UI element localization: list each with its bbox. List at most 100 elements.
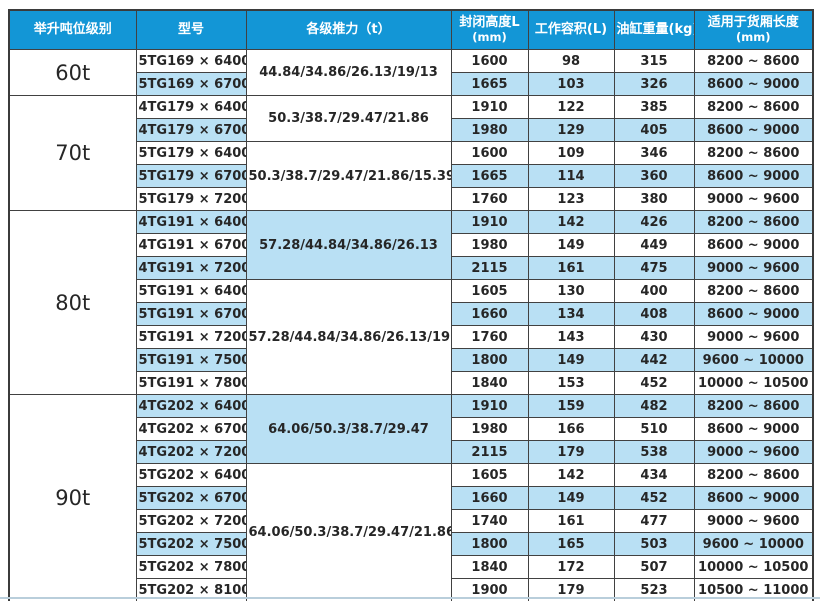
box-length-cell: 9000 ~ 9600 — [693, 187, 814, 211]
model-cell: 4TG179 × 6700 — [135, 118, 247, 142]
cylinder-weight-cell: 442 — [613, 348, 695, 372]
working-volume-cell: 149 — [527, 486, 615, 510]
header-row: 举升吨位级别 型号 各级推力（t） 封闭高度L (mm) 工作容积(L) — [8, 9, 814, 50]
box-length-cell: 8600 ~ 9000 — [693, 486, 814, 510]
table-row: 5TG202 × 7200 1740 161 477 9000 ~ 9600 — [9, 509, 814, 533]
header-unit: (mm) — [472, 29, 507, 44]
tonnage-cell: 90t — [8, 394, 137, 601]
closed-height-cell: 1665 — [450, 72, 529, 96]
box-length-cell: 9000 ~ 9600 — [693, 509, 814, 533]
working-volume-cell: 149 — [527, 348, 615, 372]
cylinder-weight-cell: 475 — [613, 256, 695, 280]
header-working-volume: 工作容积(L) — [527, 9, 615, 50]
working-volume-cell: 165 — [527, 532, 615, 556]
cylinder-weight-cell: 385 — [613, 95, 695, 119]
header-label: 工作容积(L) — [534, 21, 608, 37]
working-volume-cell: 149 — [527, 233, 615, 257]
tonnage-cell: 80t — [8, 210, 137, 395]
table-row: 5TG202 × 6400 64.06/50.3/38.7/29.47/21.86… — [9, 463, 814, 601]
spec-table-container: 举升吨位级别 型号 各级推力（t） 封闭高度L (mm) 工作容积(L) — [8, 9, 814, 601]
working-volume-cell: 166 — [527, 417, 615, 441]
table-row: 80t 4TG191 × 6400 57.28/44.84/34.86/26.13 1… — [8, 210, 814, 395]
cylinder-weight-cell: 315 — [613, 49, 695, 73]
closed-height-cell: 1600 — [450, 141, 529, 165]
cylinder-weight-cell: 452 — [613, 371, 695, 395]
working-volume-cell: 142 — [527, 210, 615, 234]
working-volume-cell: 122 — [527, 95, 615, 119]
table-row: 5TG202 × 7800 1840 172 507 10000 ~ 10500 — [9, 555, 814, 579]
spec-table-header: 举升吨位级别 型号 各级推力（t） 封闭高度L (mm) 工作容积(L) — [8, 9, 814, 50]
header-tonnage-class: 举升吨位级别 — [8, 9, 137, 50]
working-volume-cell: 98 — [527, 49, 615, 73]
header-closed-height: 封闭高度L (mm) — [450, 9, 529, 50]
header-model: 型号 — [135, 9, 247, 50]
cylinder-weight-cell: 408 — [613, 302, 695, 326]
cylinder-weight-cell: 482 — [613, 394, 695, 418]
model-cell: 5TG179 × 6400 — [135, 141, 247, 165]
model-cell: 5TG202 × 7500 — [135, 532, 247, 556]
cylinder-weight-cell: 405 — [613, 118, 695, 142]
header-label: 封闭高度L — [459, 14, 520, 30]
header-label: 各级推力（t） — [306, 21, 391, 37]
cylinder-weight-cell: 426 — [613, 210, 695, 234]
working-volume-cell: 143 — [527, 325, 615, 349]
model-cell: 4TG191 × 6700 — [135, 233, 247, 257]
working-volume-cell: 142 — [527, 463, 615, 487]
table-row: 5TG179 × 7200 1760 123 380 9000 ~ 9600 — [9, 187, 814, 211]
working-volume-cell: 130 — [527, 279, 615, 303]
box-length-cell: 10000 ~ 10500 — [693, 555, 814, 579]
spec-table: 举升吨位级别 型号 各级推力（t） 封闭高度L (mm) 工作容积(L) — [8, 9, 814, 601]
cylinder-weight-cell: 449 — [613, 233, 695, 257]
working-volume-cell: 123 — [527, 187, 615, 211]
box-length-cell: 9600 ~ 10000 — [693, 532, 814, 556]
thrust-cell: 64.06/50.3/38.7/29.47/21.86 — [245, 463, 452, 601]
closed-height-cell: 1665 — [450, 164, 529, 188]
spec-table-body: 60t 5TG169 × 6400 44.84/34.86/26.13/19/13 1… — [8, 49, 814, 601]
model-cell: 5TG191 × 6400 — [135, 279, 247, 303]
closed-height-cell: 1910 — [450, 394, 529, 418]
model-cell: 4TG202 × 7200 — [135, 440, 247, 464]
box-length-cell: 8600 ~ 9000 — [693, 302, 814, 326]
closed-height-cell: 1800 — [450, 532, 529, 556]
working-volume-cell: 161 — [527, 256, 615, 280]
cylinder-weight-cell: 538 — [613, 440, 695, 464]
table-row: 5TG179 × 6400 50.3/38.7/29.47/21.86/15.39… — [9, 141, 814, 211]
box-length-cell: 8200 ~ 8600 — [693, 49, 814, 73]
cylinder-weight-cell: 434 — [613, 463, 695, 487]
working-volume-cell: 179 — [527, 440, 615, 464]
closed-height-cell: 1980 — [450, 118, 529, 142]
closed-height-cell: 2115 — [450, 440, 529, 464]
model-cell: 5TG202 × 6400 — [135, 463, 247, 487]
model-cell: 5TG202 × 7800 — [135, 555, 247, 579]
working-volume-cell: 172 — [527, 555, 615, 579]
header-label: 适用于货厢长度 — [707, 14, 799, 30]
box-length-cell: 8600 ~ 9000 — [693, 72, 814, 96]
table-row: 5TG179 × 6700 1665 114 360 8600 ~ 9000 — [9, 164, 814, 188]
thrust-cell: 57.28/44.84/34.86/26.13/19 — [245, 279, 452, 395]
closed-height-cell: 1600 — [450, 49, 529, 73]
table-row: 5TG191 × 6700 1660 134 408 8600 ~ 9000 — [9, 302, 814, 326]
header-label: 型号 — [177, 21, 204, 37]
closed-height-cell: 1760 — [450, 187, 529, 211]
thrust-cell: 44.84/34.86/26.13/19/13 — [245, 49, 452, 96]
box-length-cell: 9000 ~ 9600 — [693, 440, 814, 464]
cylinder-weight-cell: 430 — [613, 325, 695, 349]
box-length-cell: 8600 ~ 9000 — [693, 417, 814, 441]
working-volume-cell: 159 — [527, 394, 615, 418]
model-cell: 5TG202 × 8100 — [135, 578, 247, 601]
table-row: 70t 4TG179 × 6400 50.3/38.7/29.47/21.86 191… — [8, 95, 814, 211]
closed-height-cell: 1840 — [450, 371, 529, 395]
closed-height-cell: 1740 — [450, 509, 529, 533]
cylinder-weight-cell: 503 — [613, 532, 695, 556]
box-length-cell: 8600 ~ 9000 — [693, 118, 814, 142]
box-length-cell: 9000 ~ 9600 — [693, 325, 814, 349]
box-length-cell: 8200 ~ 8600 — [693, 141, 814, 165]
model-cell: 4TG191 × 6400 — [135, 210, 247, 234]
box-length-cell: 9000 ~ 9600 — [693, 256, 814, 280]
closed-height-cell: 1605 — [450, 463, 529, 487]
table-row: 5TG169 × 6700 1665 103 326 8600 ~ 9000 — [9, 72, 814, 96]
header-label: 油缸重量(kg) — [616, 21, 694, 37]
table-row: 4TG202 × 7200 2115 179 538 9000 ~ 9600 — [9, 440, 814, 464]
thrust-cell: 64.06/50.3/38.7/29.47 — [245, 394, 452, 464]
